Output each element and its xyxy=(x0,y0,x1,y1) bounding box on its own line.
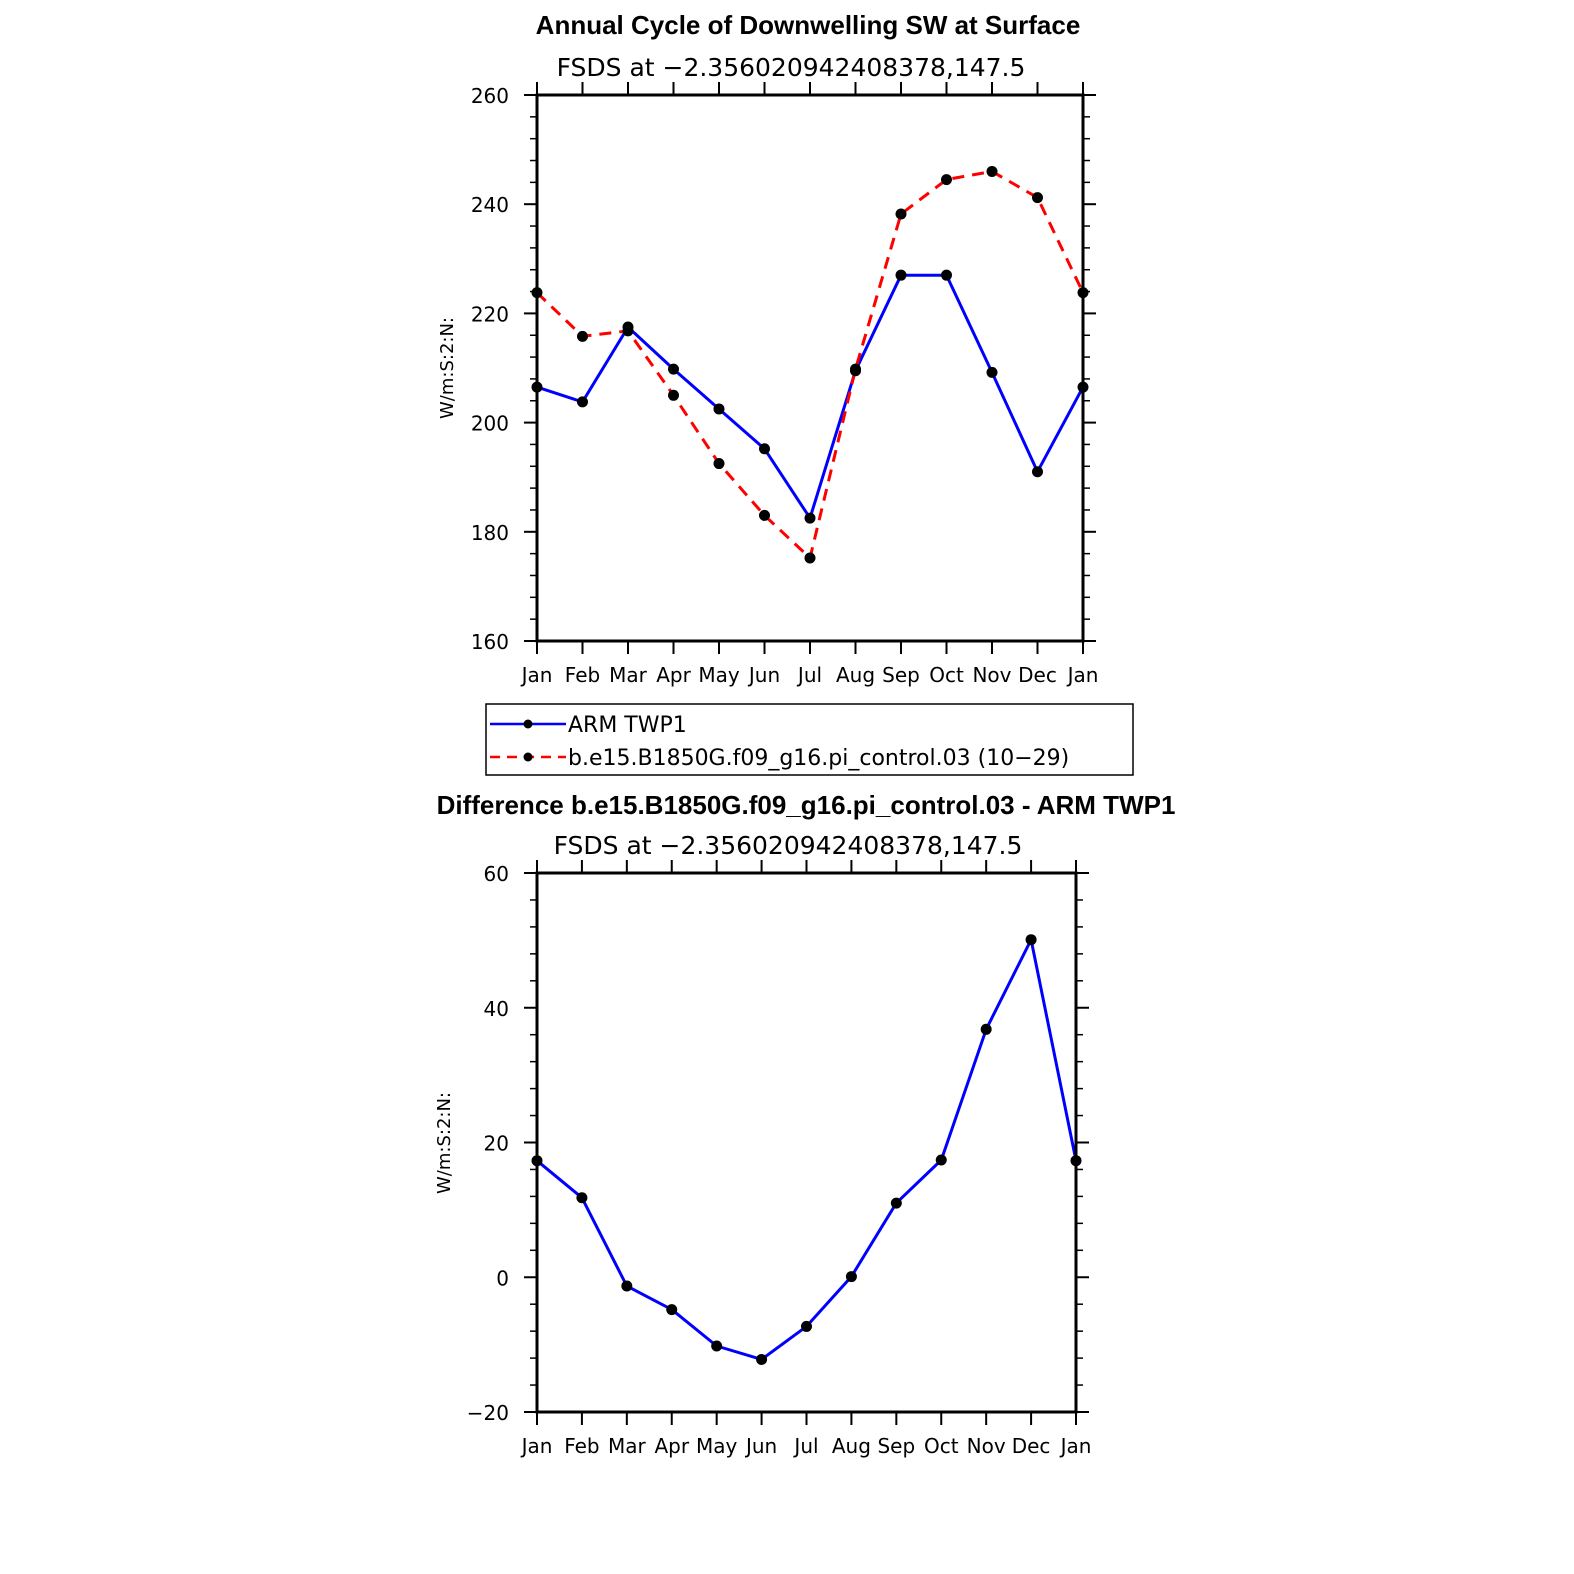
data-point-series-1 xyxy=(713,403,725,415)
x-tick-label: May xyxy=(698,663,740,687)
data-point-series-2 xyxy=(577,330,588,342)
legend-marker-arm-twp1 xyxy=(523,719,533,729)
data-point-series-1 xyxy=(935,1154,947,1166)
data-point-series-1 xyxy=(668,363,679,375)
y-tick-label: 20 xyxy=(484,1132,509,1156)
data-point-series-2 xyxy=(759,509,770,521)
data-point-series-1 xyxy=(986,366,998,378)
data-point-series-1 xyxy=(980,1023,992,1035)
data-point-series-1 xyxy=(801,1320,812,1332)
plot-frame xyxy=(535,871,1078,1414)
data-point-series-2 xyxy=(941,174,952,186)
data-point-series-2 xyxy=(804,552,816,564)
x-tick-label: Jan xyxy=(520,1434,553,1458)
data-point-series-1 xyxy=(1025,934,1037,946)
y-tick-label: 0 xyxy=(496,1266,509,1290)
x-tick-label: Mar xyxy=(608,1434,647,1458)
legend-marker-model xyxy=(523,752,533,762)
y-tick-label: 260 xyxy=(471,84,509,108)
x-tick-label: Aug xyxy=(836,663,875,687)
data-point-series-1 xyxy=(890,1197,902,1209)
annual-cycle-chart: Annual Cycle of Downwelling SW at Surfac… xyxy=(437,10,1098,687)
series-line-1 xyxy=(536,273,1085,520)
x-tick-label: Dec xyxy=(1012,1434,1051,1458)
x-tick-label: Jul xyxy=(796,663,822,687)
data-point-series-1 xyxy=(756,1353,768,1365)
data-point-series-2 xyxy=(986,165,998,177)
data-point-series-2 xyxy=(850,363,861,375)
difference-chart: Difference b.e15.B1850G.f09_g16.pi_contr… xyxy=(434,790,1175,1458)
y-tick-label: 240 xyxy=(471,193,509,217)
chart-subtitle: FSDS at −2.356020942408378,147.5 xyxy=(554,831,1023,860)
y-axis-label: W/m:S:2:N: xyxy=(437,317,458,419)
legend-label-arm-twp1: ARM TWP1 xyxy=(568,713,687,738)
x-tick-label: Jun xyxy=(744,1434,777,1458)
x-tick-label: Nov xyxy=(967,1434,1006,1458)
data-point-series-1 xyxy=(576,1192,588,1204)
data-point-series-2 xyxy=(622,325,634,337)
y-tick-label: −20 xyxy=(467,1401,509,1425)
data-point-series-1 xyxy=(711,1340,723,1352)
data-point-series-1 xyxy=(666,1304,678,1316)
x-tick-label: Jul xyxy=(792,1434,818,1458)
data-point-series-1 xyxy=(1032,466,1043,478)
data-point-series-1 xyxy=(895,269,907,281)
x-tick-label: Sep xyxy=(882,663,920,687)
y-tick-label: 220 xyxy=(471,302,509,326)
legend-box xyxy=(485,703,1134,776)
x-tick-label: Nov xyxy=(972,663,1011,687)
x-tick-label: Apr xyxy=(654,1434,689,1458)
data-point-series-2 xyxy=(668,389,679,401)
legend-label-model: b.e15.B1850G.f09_g16.pi_control.03 (10−2… xyxy=(568,746,1069,771)
x-tick-label: Sep xyxy=(877,1434,915,1458)
data-point-series-2 xyxy=(895,208,907,220)
y-tick-label: 180 xyxy=(471,521,509,545)
x-tick-label: Mar xyxy=(609,663,648,687)
plot-frame xyxy=(535,93,1085,643)
data-point-series-1 xyxy=(621,1280,633,1292)
y-axis-label: W/m:S:2:N: xyxy=(434,1092,455,1194)
x-tick-label: Jan xyxy=(1066,663,1099,687)
x-tick-label: Jan xyxy=(520,663,553,687)
x-tick-label: Aug xyxy=(832,1434,871,1458)
x-tick-label: Dec xyxy=(1018,663,1057,687)
chart-subtitle: FSDS at −2.356020942408378,147.5 xyxy=(557,53,1026,82)
x-tick-label: May xyxy=(696,1434,738,1458)
chart-title: Annual Cycle of Downwelling SW at Surfac… xyxy=(536,10,1081,40)
x-tick-label: Oct xyxy=(929,663,964,687)
series-line-1 xyxy=(536,938,1078,1361)
chart-title: Difference b.e15.B1850G.f09_g16.pi_contr… xyxy=(437,790,1176,820)
data-point-series-1 xyxy=(941,269,952,281)
x-tick-label: Jan xyxy=(1059,1434,1092,1458)
x-tick-label: Feb xyxy=(565,663,600,687)
x-tick-label: Jun xyxy=(747,663,780,687)
x-tick-label: Feb xyxy=(564,1434,599,1458)
data-point-series-1 xyxy=(759,443,770,455)
data-point-series-2 xyxy=(1032,192,1043,204)
data-point-series-1 xyxy=(845,1271,857,1283)
y-tick-label: 200 xyxy=(471,412,509,436)
y-tick-label: 40 xyxy=(484,997,509,1021)
x-tick-label: Apr xyxy=(656,663,691,687)
x-tick-label: Oct xyxy=(924,1434,959,1458)
legend: ARM TWP1 b.e15.B1850G.f09_g16.pi_control… xyxy=(485,703,1134,776)
data-point-series-2 xyxy=(713,458,725,470)
data-point-series-1 xyxy=(577,396,588,408)
series-line-2 xyxy=(535,169,1085,560)
data-point-series-1 xyxy=(804,512,816,524)
y-tick-label: 160 xyxy=(471,630,509,654)
y-tick-label: 60 xyxy=(484,862,509,886)
